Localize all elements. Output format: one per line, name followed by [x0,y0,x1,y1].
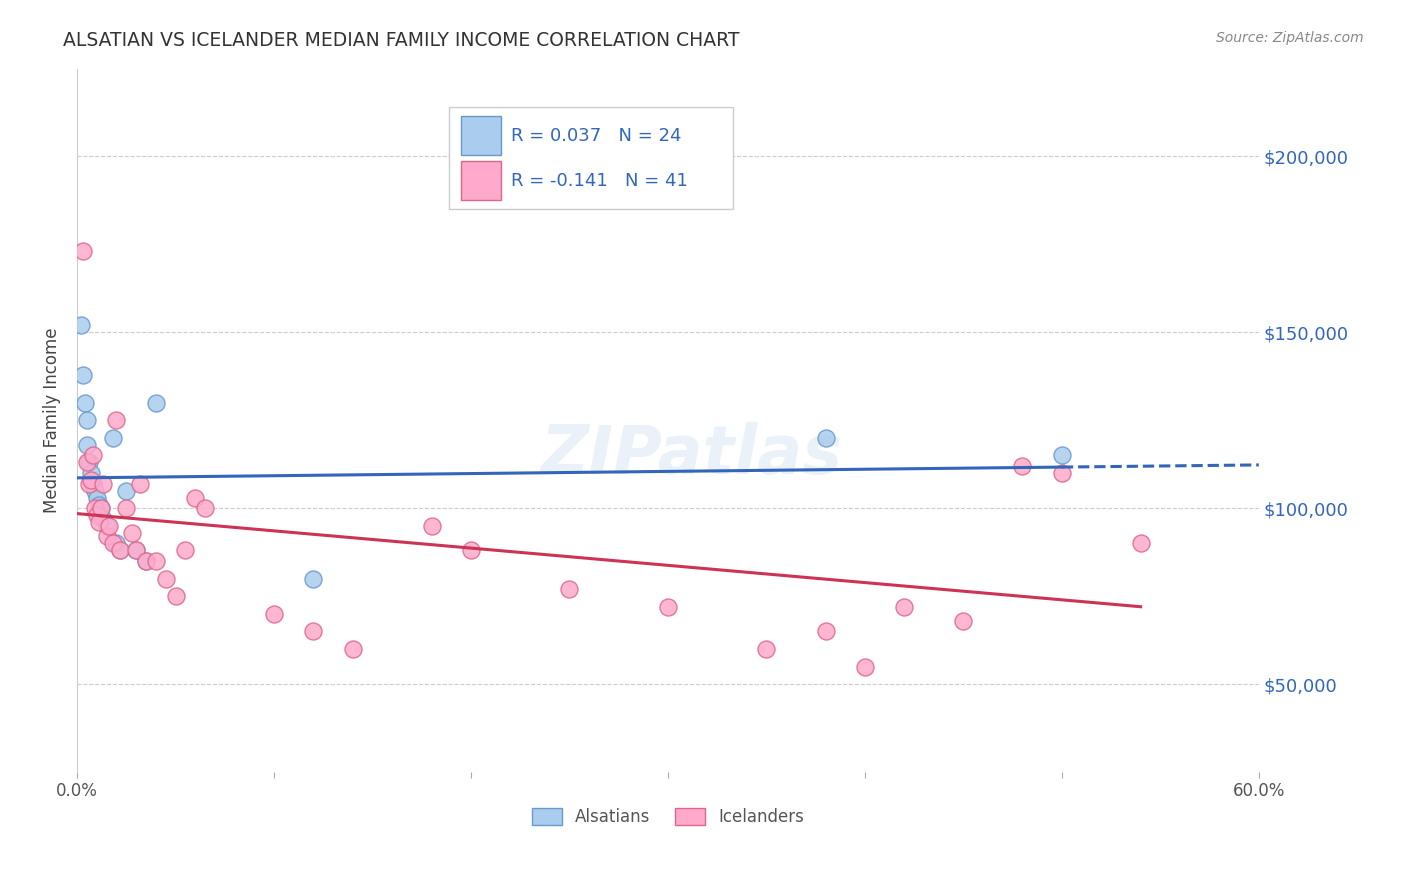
Point [125,543,148,558]
Point [145,395,167,409]
Point [302,572,325,586]
Point [145,554,167,568]
Point [755,642,778,657]
Legend: Alsatians, Icelanders: Alsatians, Icelanders [523,799,813,834]
Point [814,431,837,445]
Point [893,599,915,614]
Point [82,476,104,491]
Point [90,501,112,516]
Point [110,543,132,558]
Point [90,501,112,516]
Point [105,536,128,550]
Point [82,449,104,463]
Point [155,572,177,586]
Point [263,607,285,621]
Point [460,543,482,558]
Point [105,413,128,427]
Point [80,473,103,487]
Point [125,543,148,558]
Point [86,508,108,523]
Point [952,614,974,628]
Point [184,491,207,505]
Point [96,518,118,533]
Point [83,501,105,516]
Point [194,501,217,516]
Point [101,536,124,550]
Point [83,483,105,498]
Point [135,554,157,568]
Text: R = 0.037   N = 24: R = 0.037 N = 24 [510,127,682,145]
Point [121,525,143,540]
Point [420,518,443,533]
Point [1129,536,1152,550]
Text: R = -0.141   N = 41: R = -0.141 N = 41 [510,171,688,190]
Point [165,589,187,603]
Point [115,483,138,498]
Text: ALSATIAN VS ICELANDER MEDIAN FAMILY INCOME CORRELATION CHART: ALSATIAN VS ICELANDER MEDIAN FAMILY INCO… [63,31,740,50]
Point [87,498,110,512]
Point [814,624,837,639]
Point [76,438,98,452]
Point [91,476,114,491]
Point [110,543,132,558]
Point [86,491,108,505]
Point [115,501,138,516]
Point [76,413,98,427]
Point [96,529,118,543]
Point [1050,449,1073,463]
Point [101,431,124,445]
Point [129,476,152,491]
FancyBboxPatch shape [450,107,733,210]
Point [77,476,100,491]
Point [72,368,94,382]
Point [80,466,103,480]
Point [72,244,94,259]
Point [853,659,876,673]
Point [91,512,114,526]
FancyBboxPatch shape [461,116,502,155]
Point [657,599,679,614]
Point [558,582,581,596]
Point [87,516,110,530]
Point [1050,466,1073,480]
Point [302,624,325,639]
Point [76,455,98,469]
Point [174,543,197,558]
Point [342,642,364,657]
Text: Source: ZipAtlas.com: Source: ZipAtlas.com [1216,31,1364,45]
Point [70,318,93,333]
Text: ZIPatlas: ZIPatlas [540,423,842,489]
Y-axis label: Median Family Income: Median Family Income [44,327,60,513]
Point [73,395,96,409]
Point [1011,458,1033,473]
Point [97,518,120,533]
Point [135,554,157,568]
FancyBboxPatch shape [461,161,502,201]
Point [77,455,100,469]
